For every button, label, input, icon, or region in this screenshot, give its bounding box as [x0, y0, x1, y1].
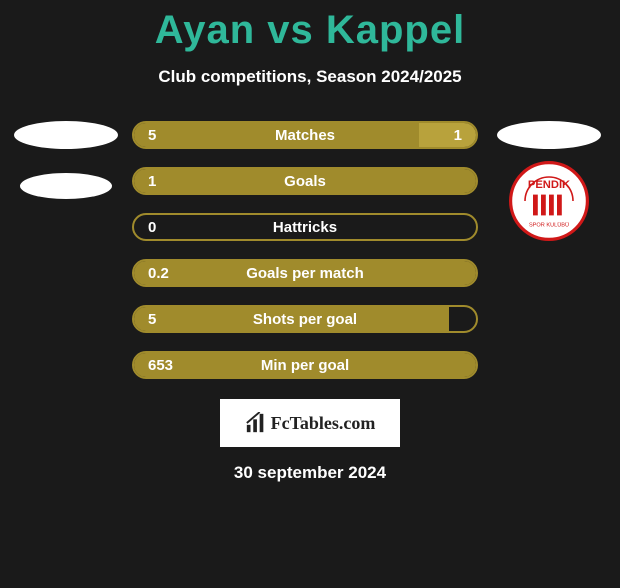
stat-label: Shots per goal	[208, 311, 402, 328]
stat-value-left: 653	[148, 357, 208, 374]
right-side: PENDIK SPOR KULÜBÜ	[484, 121, 614, 379]
fctables-logo-box: FcTables.com	[220, 399, 400, 447]
stat-bar: 653Min per goal	[132, 351, 478, 379]
stat-bar: 5Matches1	[132, 121, 478, 149]
date-text: 30 september 2024	[0, 463, 620, 483]
left-team-placeholder-1	[14, 121, 118, 149]
stat-value-left: 5	[148, 127, 208, 144]
subtitle: Club competitions, Season 2024/2025	[0, 67, 620, 87]
stat-label: Goals	[208, 173, 402, 190]
stat-label: Goals per match	[208, 265, 402, 282]
page-title: Ayan vs Kappel	[0, 8, 620, 53]
team-sub: SPOR KULÜBÜ	[529, 222, 569, 229]
stat-bar: 1Goals	[132, 167, 478, 195]
right-team-placeholder	[497, 121, 601, 149]
stat-label: Hattricks	[208, 219, 402, 236]
stat-value-left: 0	[148, 219, 208, 236]
fctables-text: FcTables.com	[271, 413, 376, 434]
left-side	[6, 121, 126, 379]
content-row: 5Matches11Goals0Hattricks0.2Goals per ma…	[0, 121, 620, 379]
stat-value-left: 1	[148, 173, 208, 190]
fctables-logo: FcTables.com	[245, 412, 376, 434]
stat-bar: 0.2Goals per match	[132, 259, 478, 287]
left-team-placeholder-2	[20, 173, 112, 199]
stat-bar: 5Shots per goal	[132, 305, 478, 333]
stat-value-right: 1	[402, 127, 462, 144]
stat-value-left: 5	[148, 311, 208, 328]
right-team-logo: PENDIK SPOR KULÜBÜ	[509, 161, 589, 241]
stat-label: Matches	[208, 127, 402, 144]
stats-bars: 5Matches11Goals0Hattricks0.2Goals per ma…	[126, 121, 484, 379]
stat-value-left: 0.2	[148, 265, 208, 282]
stat-label: Min per goal	[208, 357, 402, 374]
team-name: PENDIK	[528, 179, 570, 191]
stats-icon	[245, 412, 267, 434]
stat-bar: 0Hattricks	[132, 213, 478, 241]
